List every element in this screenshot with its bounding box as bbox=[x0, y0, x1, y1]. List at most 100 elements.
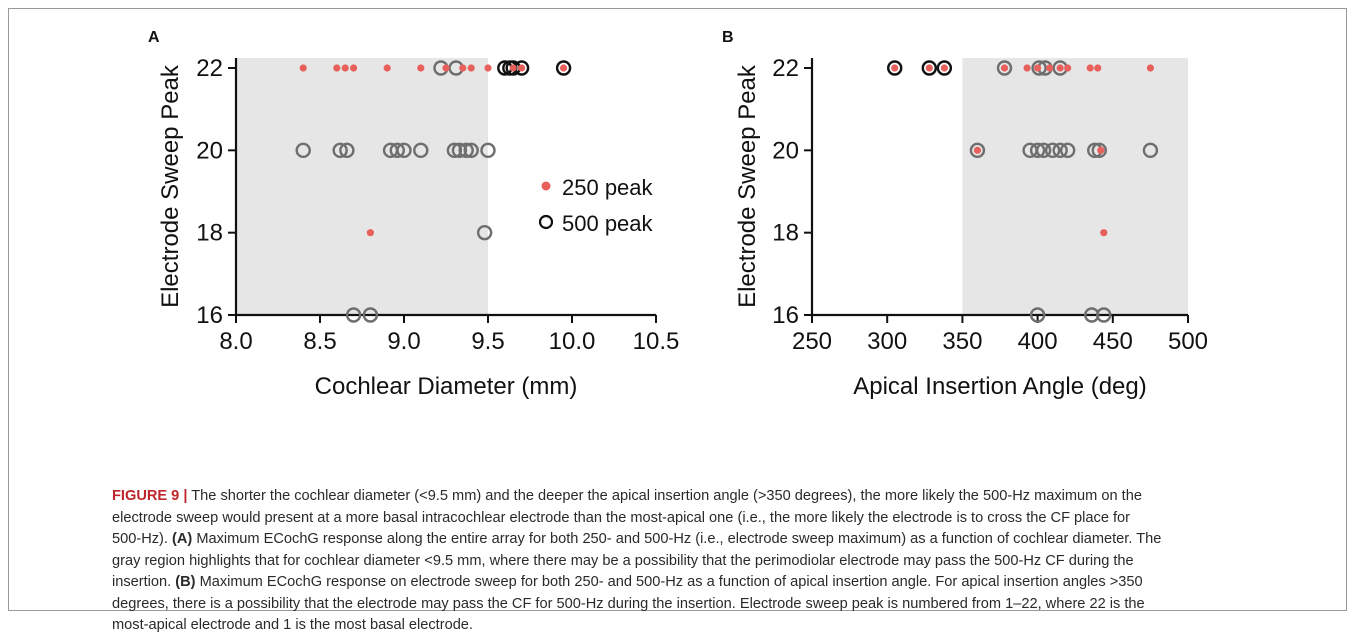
panel-label: A bbox=[148, 29, 160, 46]
point-500-peak bbox=[362, 307, 379, 323]
point-250-peak bbox=[891, 64, 899, 72]
point-500-peak bbox=[996, 60, 1013, 76]
legend-250-marker bbox=[541, 181, 551, 191]
x-tick-label: 8.5 bbox=[303, 328, 336, 355]
x-axis-label: Cochlear Diameter (mm) bbox=[315, 373, 578, 400]
y-axis-label: Electrode Sweep Peak bbox=[734, 64, 761, 308]
point-250-peak bbox=[350, 64, 358, 72]
caption-line: most-apical electrode and 1 is the most … bbox=[112, 615, 1337, 637]
legend-250-label: 250 peak bbox=[562, 175, 654, 200]
point-500-peak bbox=[389, 142, 405, 159]
point-500-peak bbox=[451, 142, 468, 159]
point-250-peak bbox=[973, 146, 982, 154]
y-tick-label: 18 bbox=[196, 220, 223, 247]
x-tick-label: 8.0 bbox=[219, 328, 252, 355]
x-tick-label: 450 bbox=[1093, 328, 1133, 355]
x-tick-label: 400 bbox=[1018, 328, 1058, 355]
point-500-peak bbox=[332, 142, 348, 159]
x-tick-label: 10.0 bbox=[549, 328, 596, 355]
point-250-peak bbox=[1023, 64, 1031, 72]
figure-9: 8.0 8.5 9.0 9.5 10.0 10.5 16 18 20 22 Electrode Sw… bbox=[148, 29, 1208, 400]
panel-label: B bbox=[722, 29, 734, 46]
point-250-peak bbox=[1100, 229, 1108, 237]
point-250-peak bbox=[1086, 64, 1094, 72]
caption-panel-ref: (B) bbox=[175, 574, 196, 590]
point-500-peak bbox=[396, 142, 412, 159]
legend: 250 peak 500 peak bbox=[538, 175, 654, 236]
x-tick-label: 9.5 bbox=[471, 328, 504, 355]
point-250-peak bbox=[1094, 64, 1102, 72]
caption-text: electrode sweep would present at a more … bbox=[112, 509, 1131, 526]
point-250-peak bbox=[1056, 64, 1064, 72]
point-500-peak bbox=[1044, 142, 1061, 159]
point-250-peak bbox=[509, 64, 517, 72]
y-tick-label: 20 bbox=[772, 137, 799, 164]
point-250-peak bbox=[940, 64, 948, 72]
y-tick-label: 22 bbox=[772, 55, 799, 82]
point-500-peak bbox=[476, 224, 493, 241]
shaded-region bbox=[962, 58, 1188, 315]
x-tick-label: 10.5 bbox=[633, 328, 680, 355]
caption-text: The shorter the cochlear diameter (<9.5 … bbox=[187, 488, 1142, 504]
y-tick-label: 20 bbox=[196, 137, 223, 164]
panel-b: 250 300 350 400 450 500 16 18 20 22 Electrode Swee… bbox=[722, 29, 1208, 400]
caption-line: insertion. (B) Maximum ECochG response o… bbox=[112, 572, 1337, 594]
x-tick-label: 300 bbox=[867, 328, 907, 355]
point-500-peak bbox=[1029, 142, 1046, 159]
y-axis-label: Electrode Sweep Peak bbox=[157, 64, 184, 308]
point-500-peak bbox=[1059, 142, 1076, 159]
point-250-peak bbox=[442, 64, 450, 72]
point-250-peak bbox=[341, 64, 349, 72]
caption-line: FIGURE 9 | The shorter the cochlear diam… bbox=[112, 486, 1337, 508]
point-500-peak bbox=[1142, 142, 1159, 159]
point-500-peak bbox=[555, 60, 572, 76]
x-tick-label: 350 bbox=[942, 328, 982, 355]
point-500-peak bbox=[969, 142, 986, 159]
x-tick-label: 9.0 bbox=[387, 328, 420, 355]
point-500-peak bbox=[887, 60, 903, 76]
point-250-peak bbox=[484, 64, 492, 72]
point-250-peak bbox=[560, 64, 568, 72]
point-500-peak bbox=[413, 142, 429, 159]
legend-500-label: 500 peak bbox=[562, 211, 654, 236]
point-500-peak bbox=[345, 307, 362, 323]
caption-text: gray region highlights that for cochlear… bbox=[112, 552, 1134, 569]
caption-line: 500-Hz). (A) Maximum ECochG response alo… bbox=[112, 529, 1337, 551]
point-500-peak bbox=[295, 142, 311, 159]
point-250-peak bbox=[366, 229, 374, 237]
panel-a: 8.0 8.5 9.0 9.5 10.0 10.5 16 18 20 22 Electrode Sw… bbox=[148, 29, 679, 400]
figure-frame bbox=[8, 8, 1347, 611]
point-250-peak bbox=[1000, 64, 1009, 72]
point-250-peak bbox=[1034, 64, 1042, 72]
x-tick-label: 500 bbox=[1168, 328, 1208, 355]
caption-text: most-apical electrode and 1 is the most … bbox=[112, 617, 473, 633]
point-500-peak bbox=[936, 60, 953, 76]
point-250-peak bbox=[1146, 64, 1154, 72]
caption-text: 500-Hz). bbox=[112, 531, 173, 547]
y-tick-label: 18 bbox=[772, 220, 799, 247]
caption-text: degrees, there is a possibility that the… bbox=[112, 595, 1145, 612]
point-500-peak bbox=[1052, 142, 1068, 159]
caption-text: Maximum ECochG response on electrode swe… bbox=[195, 574, 1143, 590]
point-250-peak bbox=[1064, 64, 1072, 72]
point-500-peak bbox=[1031, 60, 1047, 76]
caption-text: Maximum ECochG response along the entire… bbox=[192, 531, 1162, 547]
point-250-peak bbox=[467, 64, 475, 72]
point-250-peak bbox=[299, 64, 307, 72]
point-250-peak bbox=[383, 64, 391, 72]
caption-panel-ref: (A) bbox=[172, 531, 193, 547]
caption-line: degrees, there is a possibility that the… bbox=[112, 594, 1337, 616]
point-500-peak bbox=[921, 60, 938, 76]
y-tick-label: 16 bbox=[196, 302, 223, 329]
point-250-peak bbox=[417, 64, 425, 72]
caption-text: insertion. bbox=[112, 574, 176, 590]
shaded-region bbox=[236, 58, 488, 315]
y-tick-label: 16 bbox=[772, 302, 799, 329]
point-250-peak bbox=[333, 64, 341, 72]
point-250-peak bbox=[518, 64, 526, 72]
point-250-peak bbox=[925, 64, 933, 72]
point-500-peak bbox=[1029, 307, 1046, 323]
point-250-peak bbox=[459, 64, 467, 72]
point-500-peak bbox=[463, 142, 479, 159]
legend-500-marker bbox=[538, 214, 554, 230]
